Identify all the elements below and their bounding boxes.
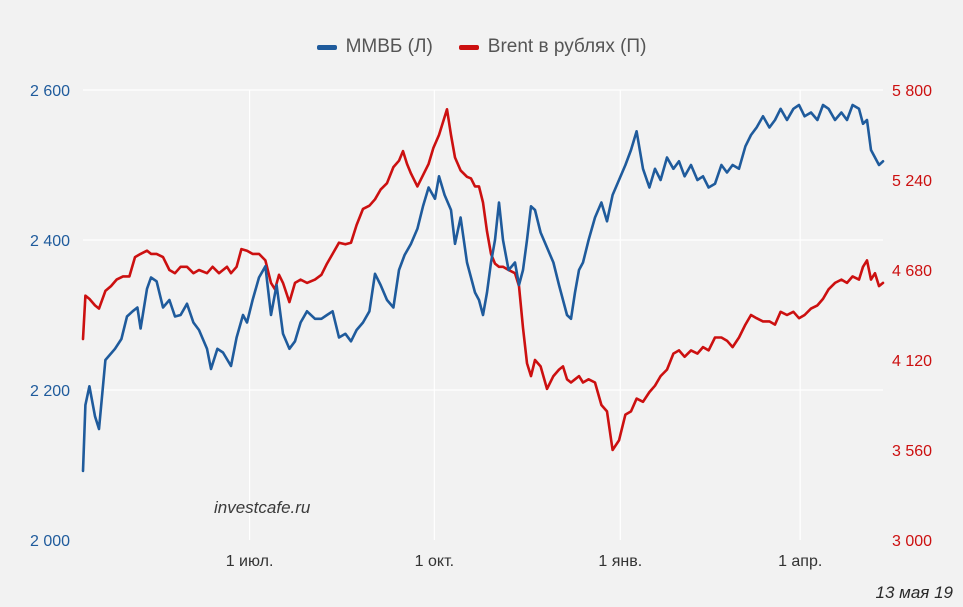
- y-right-tick-label: 5 800: [892, 83, 932, 100]
- legend-label-micex: ММВБ (Л): [345, 36, 433, 57]
- x-tick-label: 1 апр.: [778, 553, 822, 570]
- legend-swatch-brent: [458, 44, 479, 50]
- x-tick-label: 1 окт.: [415, 553, 454, 570]
- y-left-tick-label: 2 200: [30, 383, 70, 400]
- watermark: investcafe.ru: [214, 498, 311, 517]
- series-line-brent[interactable]: [81, 108, 885, 452]
- legend-swatch-micex: [316, 44, 337, 50]
- chart-legend: ММВБ (Л) Brent в рублях (П): [0, 36, 963, 58]
- y-left-tick-label: 2 000: [30, 533, 70, 550]
- legend-item-micex[interactable]: ММВБ (Л): [316, 36, 433, 58]
- x-tick-label: 1 июл.: [226, 553, 274, 570]
- y-right-tick-label: 4 120: [892, 353, 932, 370]
- y-right-tick-label: 3 560: [892, 443, 932, 460]
- y-right-tick-label: 5 240: [892, 173, 932, 190]
- legend-item-brent[interactable]: Brent в рублях (П): [458, 36, 647, 58]
- y-left-tick-label: 2 600: [30, 83, 70, 100]
- legend-label-brent: Brent в рублях (П): [487, 36, 647, 57]
- date-note: 13 мая 19: [875, 583, 953, 602]
- y-right-tick-label: 3 000: [892, 533, 932, 550]
- series-line-micex[interactable]: [81, 103, 885, 473]
- x-tick-label: 1 янв.: [598, 553, 642, 570]
- y-left-tick-label: 2 400: [30, 233, 70, 250]
- y-right-tick-label: 4 680: [892, 263, 932, 280]
